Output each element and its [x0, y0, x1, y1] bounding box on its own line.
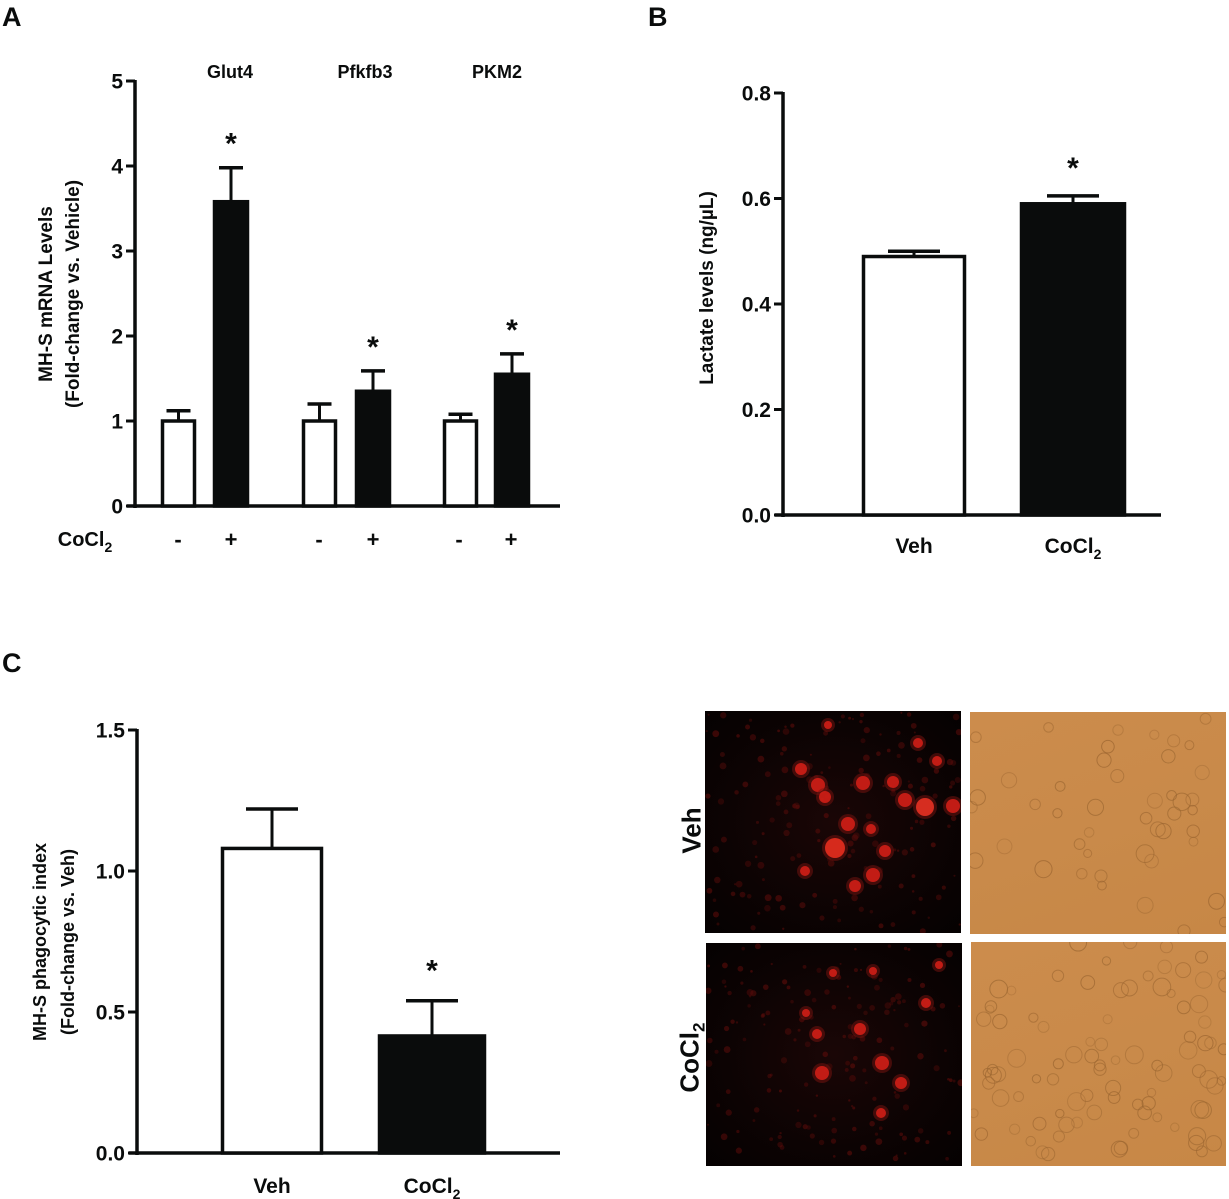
- y-tick-label: 5: [111, 71, 123, 94]
- svg-text:MH-S mRNA Levels: MH-S mRNA Levels: [36, 206, 57, 382]
- x-category-label: CoCl2: [1045, 535, 1102, 562]
- y-axis-label: MH-S mRNA Levels (Fold-change vs. Vehicle…: [36, 180, 84, 408]
- x-category-label: Veh: [253, 1175, 290, 1198]
- y-tick-label: 1.5: [96, 720, 126, 743]
- y-tick-label: 0.0: [742, 505, 771, 528]
- panel-letter-b: B: [648, 2, 668, 32]
- x-category-label: CoCl2: [404, 1175, 461, 1199]
- fluorescent-micrograph-veh: [705, 711, 961, 933]
- treatment-sign: +: [225, 527, 238, 552]
- bar-vehicle: [301, 419, 338, 508]
- y-axis-label: MH-S phagocytic index (Fold-change vs. Ve…: [30, 843, 78, 1041]
- y-tick-label: 0.4: [742, 294, 772, 317]
- svg-text:(Fold-change vs. Vehicle): (Fold-change vs. Vehicle): [63, 180, 84, 408]
- significance-asterisk: *: [225, 128, 237, 161]
- treatment-sign: +: [367, 527, 380, 552]
- micrograph-row-label-cocl2: CoCl2: [674, 1022, 709, 1093]
- brightfield-micrograph-cocl2: [971, 942, 1226, 1166]
- treatment-sign: +: [505, 527, 518, 552]
- y-tick-label: 2: [111, 326, 123, 349]
- group-label-pfkfb3: Pfkfb3: [337, 62, 392, 82]
- y-tick-label: 0.5: [96, 1002, 126, 1025]
- group-label-glut4: Glut4: [207, 62, 253, 82]
- treatment-sign: -: [174, 527, 181, 552]
- group-label-pkm2: PKM2: [472, 62, 522, 82]
- bar-cocl2: [377, 1034, 487, 1155]
- y-tick-label: 0.2: [742, 399, 771, 422]
- bar-cocl2: [1019, 202, 1127, 517]
- bar-vehicle: [861, 254, 967, 517]
- bar-cocl2: [354, 389, 392, 508]
- y-tick-label: 0.0: [96, 1143, 125, 1166]
- brightfield-micrograph-veh: [970, 712, 1226, 934]
- significance-asterisk: *: [506, 314, 518, 347]
- y-tick-label: 1.0: [96, 861, 125, 884]
- significance-asterisk: *: [426, 955, 438, 988]
- micrograph-row-label-veh: Veh: [676, 807, 707, 854]
- bar-cocl2: [493, 372, 531, 508]
- significance-asterisk: *: [1067, 152, 1079, 185]
- treatment-sign: -: [455, 527, 462, 552]
- bar-vehicle: [220, 846, 324, 1155]
- significance-asterisk: *: [367, 331, 379, 364]
- y-tick-label: 0.8: [742, 83, 772, 106]
- fluorescent-micrograph-cocl2: [706, 943, 962, 1166]
- bar-vehicle: [442, 419, 479, 508]
- svg-text:MH-S phagocytic index: MH-S phagocytic index: [30, 843, 50, 1041]
- bar-cocl2: [212, 199, 250, 508]
- y-tick-label: 3: [111, 241, 123, 264]
- y-axis-label: Lactate levels (ng/µL): [697, 191, 718, 385]
- y-tick-label: 0: [111, 496, 123, 519]
- panel-letter-a: A: [2, 2, 22, 32]
- treatment-sign: -: [315, 527, 322, 552]
- panel-letter-c: C: [2, 648, 22, 678]
- bar-vehicle: [160, 419, 197, 508]
- y-tick-label: 4: [111, 156, 123, 179]
- treatment-row-label: CoCl2: [58, 529, 113, 555]
- svg-text:Lactate levels (ng/µL): Lactate levels (ng/µL): [697, 191, 718, 385]
- x-category-label: Veh: [895, 535, 932, 558]
- y-tick-label: 1: [111, 411, 123, 434]
- y-tick-label: 0.6: [742, 188, 771, 211]
- svg-text:(Fold-change vs. Veh): (Fold-change vs. Veh): [58, 849, 78, 1035]
